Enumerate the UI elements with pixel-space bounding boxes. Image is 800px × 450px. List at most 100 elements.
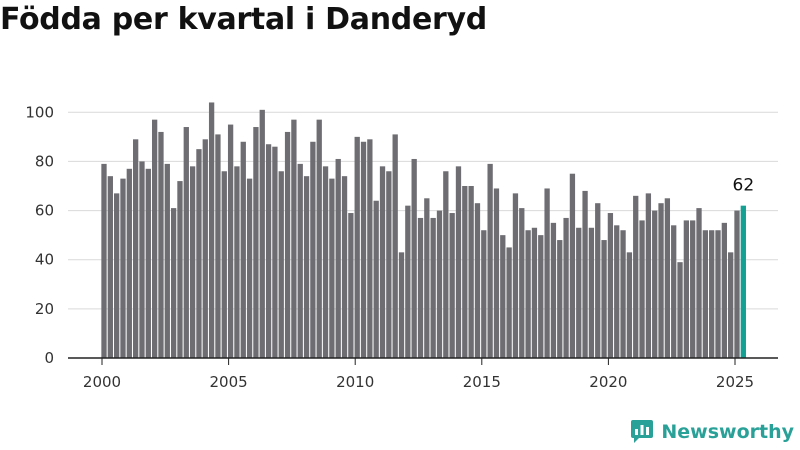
bar <box>519 208 525 358</box>
bar <box>582 190 588 358</box>
last-value-label: 62 <box>733 176 755 196</box>
bar <box>114 193 120 358</box>
bar <box>481 230 487 358</box>
bar <box>240 141 246 358</box>
bar <box>702 230 708 358</box>
bar <box>696 208 702 358</box>
bar <box>493 188 500 358</box>
bar <box>607 213 614 358</box>
brand-name: Newsworthy <box>661 421 794 443</box>
bar <box>525 230 531 358</box>
newsworthy-logo-icon <box>631 420 654 443</box>
bar <box>417 217 424 358</box>
bars <box>101 102 746 359</box>
bar <box>133 139 139 358</box>
bar <box>202 139 208 358</box>
bar <box>373 200 379 358</box>
y-tick-label: 0 <box>44 349 54 367</box>
bar <box>405 205 411 358</box>
bar <box>341 176 348 358</box>
bar <box>139 161 145 358</box>
bar <box>690 220 696 358</box>
bar <box>474 203 481 358</box>
bar <box>658 203 664 358</box>
bar <box>120 178 126 358</box>
bar <box>506 247 512 358</box>
data-labels: 62 <box>733 176 755 196</box>
bar <box>557 240 563 358</box>
bar <box>620 230 626 358</box>
bar <box>392 134 398 358</box>
bar <box>284 131 291 358</box>
y-tick-label: 80 <box>35 152 54 170</box>
bar <box>664 198 671 358</box>
bar <box>436 210 443 358</box>
bar <box>297 163 303 358</box>
bar <box>652 210 658 358</box>
bar <box>253 127 259 358</box>
bar <box>538 235 544 358</box>
bar <box>709 230 715 358</box>
bar <box>189 166 196 358</box>
chart-title: Födda per kvartal i Danderyd <box>0 2 487 37</box>
bar <box>164 163 170 358</box>
bar <box>626 252 633 358</box>
x-tick-label: 2005 <box>210 373 248 391</box>
bar <box>259 109 265 358</box>
bar <box>170 208 177 358</box>
x-tick-label: 2015 <box>463 373 501 391</box>
bar <box>588 227 595 358</box>
x-tick-label: 2000 <box>83 373 121 391</box>
bar <box>728 252 734 358</box>
bar <box>151 119 158 358</box>
bar <box>677 262 683 358</box>
bar <box>614 225 620 358</box>
bar <box>645 193 652 358</box>
y-tick-label: 40 <box>35 251 54 269</box>
bar <box>158 131 164 358</box>
bar <box>734 210 740 358</box>
bar <box>455 166 462 358</box>
bar <box>424 198 430 358</box>
bar-highlight <box>740 205 746 358</box>
bar <box>633 195 639 358</box>
bar <box>500 235 506 358</box>
bar <box>595 203 601 358</box>
bar <box>443 171 449 358</box>
y-tick-label: 60 <box>35 202 54 220</box>
bar <box>512 193 519 358</box>
bar <box>563 217 569 358</box>
bar <box>272 146 278 358</box>
bar <box>126 168 132 358</box>
x-axis: 2000 2005 2010 2015 2020 2025 <box>68 357 778 391</box>
bar <box>449 213 455 358</box>
y-tick-label: 20 <box>35 300 54 318</box>
bar <box>354 136 360 358</box>
bar <box>379 166 386 358</box>
bar <box>721 222 727 358</box>
bar <box>550 222 557 358</box>
bar <box>291 119 297 358</box>
brand-logo[interactable]: Newsworthy <box>630 419 794 445</box>
bar <box>462 186 468 358</box>
bar <box>360 141 367 358</box>
bar <box>303 176 310 358</box>
bar <box>265 144 272 358</box>
bar <box>715 230 721 358</box>
bar <box>335 158 341 358</box>
bar <box>329 178 335 358</box>
bar <box>487 163 493 358</box>
bar <box>531 227 538 358</box>
bar <box>430 217 436 358</box>
bar <box>468 186 474 358</box>
bar <box>278 171 284 358</box>
bar <box>386 171 392 358</box>
bar <box>569 173 576 358</box>
bar <box>348 213 354 358</box>
bar <box>683 220 690 358</box>
bar <box>322 166 329 358</box>
x-tick-label: 2010 <box>336 373 374 391</box>
y-tick-label: 100 <box>25 103 54 121</box>
bar <box>576 227 582 358</box>
